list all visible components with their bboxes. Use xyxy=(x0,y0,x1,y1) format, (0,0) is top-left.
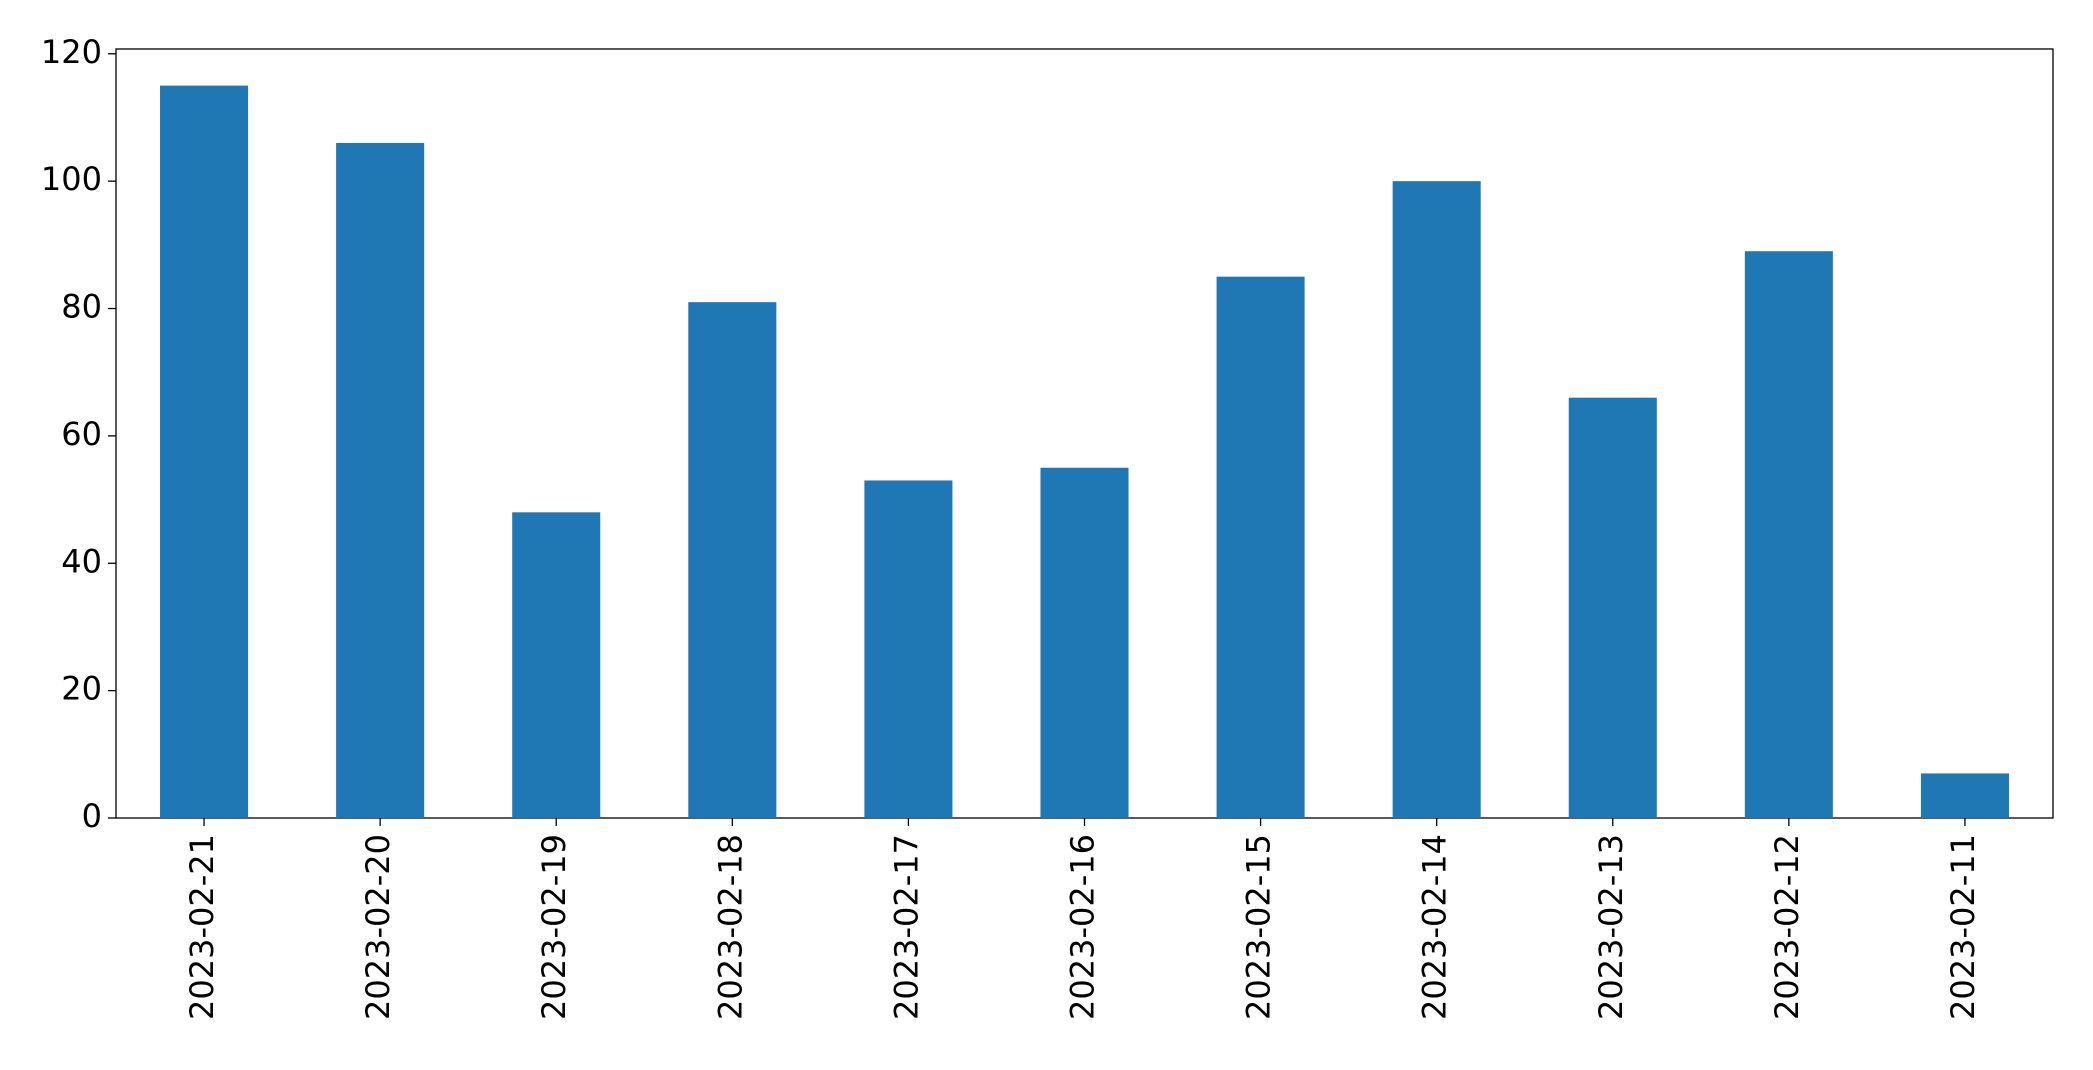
x-tick-label: 2023-02-18 xyxy=(711,834,749,1020)
x-tick-label: 2023-02-19 xyxy=(535,834,573,1020)
x-tick-label: 2023-02-16 xyxy=(1064,834,1102,1020)
x-tick-label: 2023-02-15 xyxy=(1240,834,1278,1020)
bar xyxy=(688,302,777,819)
x-tick-label: 2023-02-17 xyxy=(887,834,925,1020)
bar xyxy=(336,142,425,819)
bar xyxy=(1040,467,1129,818)
x-tick-label: 2023-02-12 xyxy=(1768,834,1806,1020)
bar xyxy=(1216,276,1305,819)
bar xyxy=(512,512,601,818)
x-tick-label: 2023-02-14 xyxy=(1416,834,1454,1020)
bar xyxy=(1568,397,1657,818)
y-tick-label: 100 xyxy=(41,160,102,198)
bar xyxy=(1920,773,2009,818)
x-tick-label: 2023-02-11 xyxy=(1944,834,1982,1020)
y-tick-label: 80 xyxy=(61,288,102,326)
y-tick-label: 0 xyxy=(82,797,102,835)
y-tick-label: 20 xyxy=(61,670,102,708)
x-tick-label: 2023-02-13 xyxy=(1592,834,1630,1020)
x-tick-label: 2023-02-20 xyxy=(359,834,397,1020)
bar xyxy=(160,85,249,819)
y-tick-label: 60 xyxy=(61,415,102,453)
x-tick-label: 2023-02-21 xyxy=(183,834,221,1020)
bar xyxy=(1744,251,1833,819)
y-tick-label: 120 xyxy=(41,33,102,71)
bar xyxy=(864,480,953,818)
bar xyxy=(1392,181,1481,819)
y-tick-label: 40 xyxy=(61,542,102,580)
